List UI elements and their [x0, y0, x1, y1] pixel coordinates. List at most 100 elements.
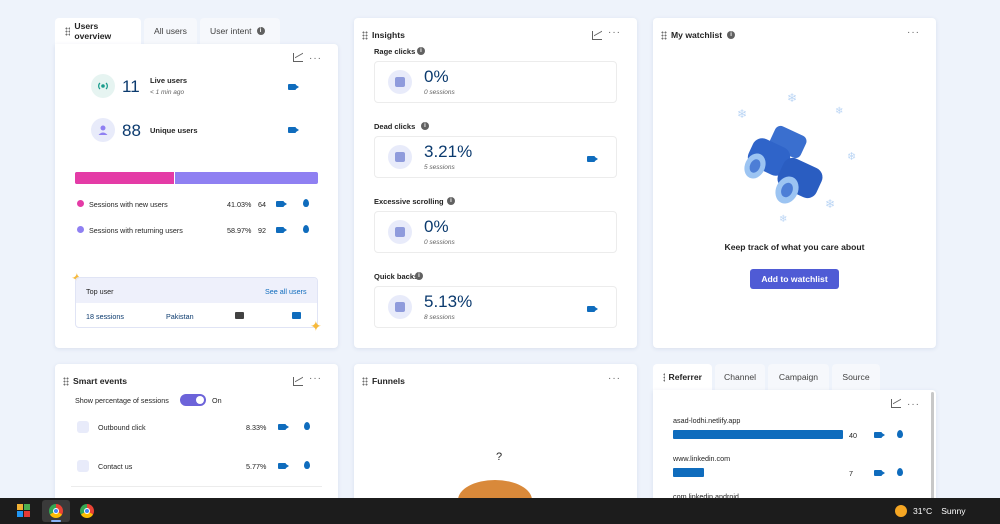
- chrome-app-icon[interactable]: [42, 500, 70, 522]
- users-overview-card: ··· 11 Live users < 1 min ago 88 Unique …: [55, 44, 338, 348]
- info-icon[interactable]: i: [256, 27, 265, 35]
- legend-dot-new: [77, 200, 84, 207]
- more-options-icon[interactable]: ···: [608, 27, 621, 38]
- scrollbar[interactable]: [931, 392, 934, 502]
- funnels-header: Funnels ···: [362, 372, 629, 390]
- start-button[interactable]: [17, 504, 30, 517]
- more-options-icon[interactable]: ···: [309, 53, 322, 64]
- insight-value: 5.13%: [424, 292, 473, 311]
- chart-trend-icon[interactable]: [592, 31, 602, 40]
- info-icon[interactable]: i: [421, 122, 429, 130]
- see-all-users-link[interactable]: See all users: [265, 287, 307, 296]
- referrer-name: com.linkedin.android: [673, 492, 739, 501]
- svg-text:❄: ❄: [779, 214, 787, 225]
- drag-handle-icon[interactable]: [63, 376, 69, 386]
- insight-metric-box: [374, 211, 617, 253]
- referrer-name: asad-lodhi.netlify.app: [673, 416, 741, 425]
- tab-all-users[interactable]: All users: [144, 18, 197, 44]
- insight-sessions: 5 sessions: [424, 164, 455, 171]
- tab-users-overview[interactable]: Users overview: [55, 18, 141, 44]
- live-users-time: < 1 min ago: [150, 89, 185, 96]
- drag-handle-icon[interactable]: [362, 376, 368, 386]
- chart-trend-icon[interactable]: [293, 377, 303, 386]
- smart-event-row[interactable]: Contact us 5.77%: [71, 455, 322, 477]
- more-options-icon[interactable]: ···: [608, 373, 621, 384]
- dead-click-icon: [388, 145, 412, 169]
- recording-icon[interactable]: [288, 127, 299, 133]
- heatmap-icon[interactable]: [303, 225, 309, 233]
- event-percent: 8.33%: [246, 423, 267, 432]
- heatmap-icon[interactable]: [897, 468, 903, 476]
- add-to-watchlist-button[interactable]: Add to watchlist: [750, 269, 839, 289]
- drag-handle-icon[interactable]: [663, 372, 665, 382]
- recording-icon[interactable]: [874, 432, 885, 438]
- info-icon[interactable]: i: [727, 31, 736, 39]
- insight-label: Quick backs: [374, 272, 419, 281]
- event-label: Contact us: [98, 462, 133, 471]
- info-icon[interactable]: i: [415, 272, 423, 280]
- svg-text:❄: ❄: [737, 107, 747, 121]
- chart-trend-icon[interactable]: [891, 399, 901, 408]
- smart-events-card: Smart events ··· Show percentage of sess…: [55, 364, 338, 504]
- info-icon[interactable]: i: [447, 197, 455, 205]
- tab-label: Users overview: [74, 21, 112, 41]
- divider: [71, 486, 322, 487]
- event-percent: 5.77%: [246, 462, 267, 471]
- heatmap-icon[interactable]: [897, 430, 903, 438]
- tab-channel[interactable]: Channel: [715, 364, 765, 390]
- recording-icon[interactable]: [276, 201, 287, 207]
- new-users-segment: [75, 172, 175, 184]
- contact-us-icon: [77, 460, 89, 472]
- insight-value: 0%: [424, 67, 449, 86]
- weather-widget[interactable]: 31°C Sunny: [895, 504, 966, 518]
- referrer-bar: [673, 468, 704, 477]
- recording-icon[interactable]: [276, 227, 287, 233]
- row-label: Sessions with new users: [89, 200, 168, 209]
- insight-sessions: 8 sessions: [424, 314, 455, 321]
- heatmap-icon[interactable]: [304, 461, 310, 469]
- tab-source[interactable]: Source: [832, 364, 880, 390]
- insight-metric-box: [374, 61, 617, 103]
- svg-text:❄: ❄: [835, 106, 843, 117]
- drag-handle-icon[interactable]: [65, 26, 71, 36]
- tab-campaign[interactable]: Campaign: [768, 364, 829, 390]
- tab-user-intent[interactable]: User intent i: [200, 18, 280, 44]
- desktop-icon: [235, 312, 244, 319]
- chrome-app-icon[interactable]: [80, 504, 94, 518]
- chart-trend-icon[interactable]: [293, 53, 303, 62]
- users-split-bar: [75, 172, 318, 184]
- recording-icon[interactable]: [587, 156, 598, 162]
- show-percentage-toggle[interactable]: [180, 394, 206, 406]
- drag-handle-icon[interactable]: [661, 30, 667, 40]
- insight-label: Dead clicks: [374, 122, 416, 131]
- more-options-icon[interactable]: ···: [907, 27, 920, 38]
- info-icon[interactable]: i: [417, 47, 425, 55]
- smart-event-row[interactable]: Outbound click 8.33%: [71, 416, 322, 438]
- insight-sessions: 0 sessions: [424, 239, 455, 246]
- recording-icon[interactable]: [278, 424, 289, 430]
- more-options-icon[interactable]: ···: [907, 399, 920, 410]
- recording-icon[interactable]: [874, 470, 885, 476]
- more-options-icon[interactable]: ···: [309, 373, 322, 384]
- svg-text:❄: ❄: [847, 151, 856, 163]
- live-signal-icon: [91, 74, 115, 98]
- heatmap-icon[interactable]: [303, 199, 309, 207]
- recording-icon[interactable]: [587, 306, 598, 312]
- funnels-card: Funnels ··· ?: [354, 364, 637, 504]
- recording-icon[interactable]: [278, 463, 289, 469]
- live-users-count: 11: [122, 77, 140, 96]
- insight-value: 0%: [424, 217, 449, 236]
- heatmap-icon[interactable]: [304, 422, 310, 430]
- tab-referrer[interactable]: Referrer: [653, 364, 712, 390]
- smart-events-header: Smart events ···: [63, 372, 330, 390]
- watchlist-card: My watchlist i ··· ❄ ❄ ❄ ❄ ❄ ❄ ❄ Keep tr…: [653, 18, 936, 348]
- top-user-sessions: 18 sessions: [86, 312, 124, 321]
- drag-handle-icon[interactable]: [362, 30, 368, 40]
- referrer-bar: [673, 430, 843, 439]
- recording-icon[interactable]: [288, 84, 299, 90]
- taskbar: 31°C Sunny: [0, 498, 1000, 524]
- row-count: 64: [258, 200, 266, 209]
- top-user-panel: Top user See all users 18 sessions Pakis…: [75, 277, 318, 328]
- quick-back-icon: [388, 295, 412, 319]
- watchlist-tagline: Keep track of what you care about: [724, 242, 865, 252]
